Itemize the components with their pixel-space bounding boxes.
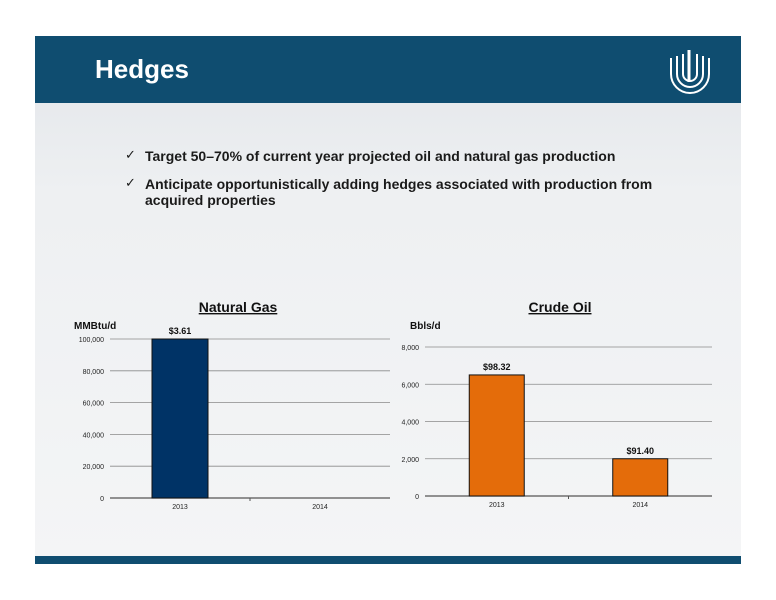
data-label: $98.32: [483, 362, 511, 372]
y-tick-label: 0: [415, 494, 419, 501]
y-tick-label: 6,000: [401, 382, 419, 389]
chart-title: Natural Gas: [199, 299, 278, 315]
bullet-item: ✓ Target 50–70% of current year projecte…: [125, 148, 685, 164]
checkmark-icon: ✓: [125, 148, 136, 163]
y-tick-label: 80,000: [83, 369, 105, 376]
bullet-text: Target 50–70% of current year projected …: [145, 148, 616, 164]
bullet-text: Anticipate opportunistically adding hedg…: [145, 176, 653, 208]
data-label: $91.40: [626, 446, 654, 456]
x-tick-label: 2014: [312, 504, 328, 511]
header-bar: Hedges: [35, 36, 741, 103]
y-axis-label: MMBtu/d: [74, 321, 116, 332]
x-tick-label: 2013: [489, 502, 505, 509]
y-tick-label: 0: [100, 496, 104, 503]
y-axis-label: Bbls/d: [410, 321, 441, 332]
data-label: $3.61: [169, 326, 192, 336]
natural-gas-chart: Natural Gas MMBtu/d 0 20,000 40,000 60,000 8…: [74, 299, 390, 511]
bar: [151, 338, 209, 499]
y-tick-label: 40,000: [83, 432, 105, 439]
footer-bar: [35, 556, 741, 564]
x-tick-label: 2013: [172, 504, 188, 511]
x-tick-label: 2014: [632, 502, 648, 509]
y-tick-label: 8,000: [401, 345, 419, 352]
page-title: Hedges: [95, 54, 189, 84]
checkmark-icon: ✓: [125, 176, 136, 191]
y-tick-label: 4,000: [401, 420, 419, 427]
bar: [612, 458, 669, 497]
y-tick-label: 100,000: [79, 337, 104, 344]
bullet-item: ✓ Anticipate opportunistically adding he…: [125, 176, 685, 208]
y-tick-label: 60,000: [83, 401, 105, 408]
chart-title: Crude Oil: [528, 299, 591, 315]
company-logo-icon: [670, 50, 710, 94]
bar: [468, 374, 525, 497]
bullet-list: ✓ Target 50–70% of current year projecte…: [125, 148, 685, 220]
crude-oil-chart: Crude Oil Bbls/d 0 2,000 4,000 6,000 8,000 $…: [401, 299, 712, 509]
y-tick-label: 2,000: [401, 457, 419, 464]
y-tick-label: 20,000: [83, 464, 105, 471]
